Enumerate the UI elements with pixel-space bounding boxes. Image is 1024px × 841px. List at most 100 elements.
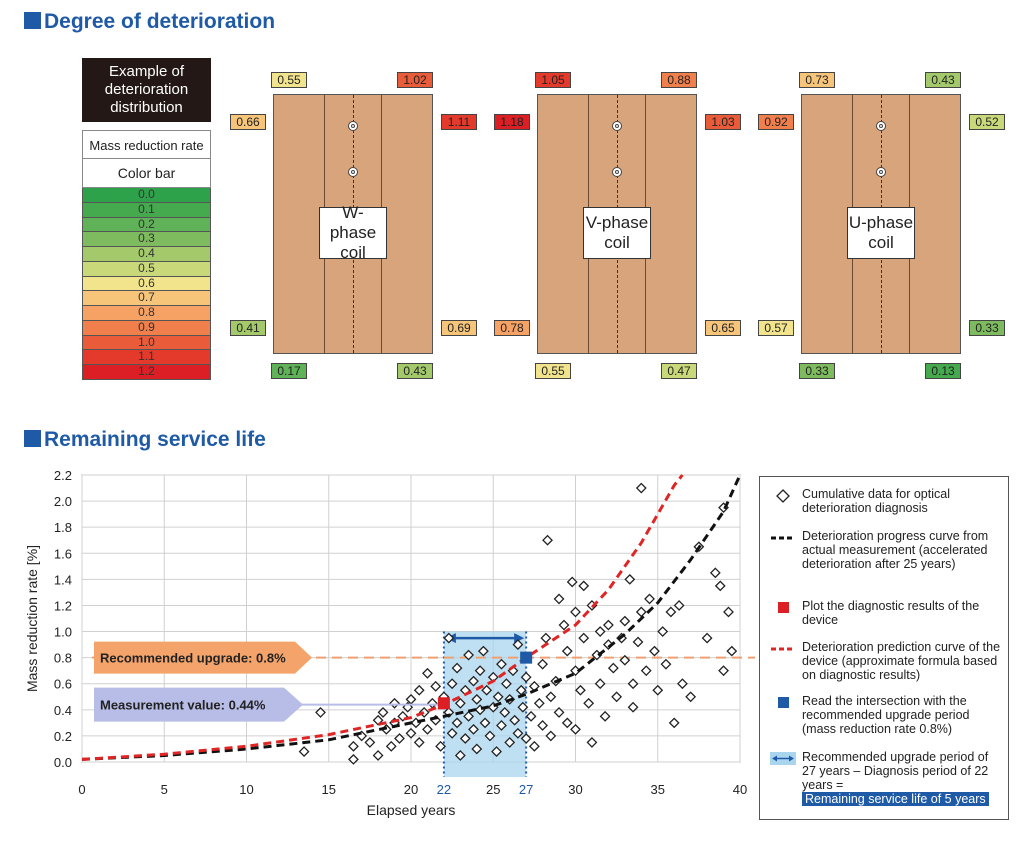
red-square-icon <box>770 601 796 615</box>
data-point <box>660 658 672 670</box>
data-point <box>528 740 540 752</box>
data-point <box>422 667 433 679</box>
measurement-value-box: 1.05 <box>535 72 571 88</box>
y-axis-label: Mass reduction rate [%] <box>24 545 40 692</box>
color-bar-level: 0.6 <box>82 276 211 292</box>
legend-text: Read the intersection with the recommend… <box>802 694 1002 736</box>
data-point <box>668 717 680 729</box>
data-point <box>537 720 549 731</box>
data-point <box>499 707 511 718</box>
color-bar-level: 0.9 <box>82 320 211 336</box>
legend-text: Deterioration progress curve from actual… <box>802 529 1002 571</box>
data-point <box>553 707 565 718</box>
data-point <box>586 737 598 748</box>
color-bar-level: 0.1 <box>82 202 211 218</box>
coil-label-line: coil <box>604 233 630 252</box>
data-point <box>512 639 524 651</box>
y-tick-label: 1.2 <box>54 598 72 613</box>
legend-text-body: Recommended upgrade period of 27 years –… <box>802 750 989 792</box>
intersection-point <box>520 651 533 664</box>
measurement-value-box: 0.17 <box>271 363 307 379</box>
data-point <box>496 720 507 731</box>
data-point <box>512 727 524 739</box>
data-point <box>477 645 489 657</box>
data-point <box>673 600 685 611</box>
measurement-value-box: 1.18 <box>494 114 530 130</box>
y-tick-label: 1.0 <box>54 625 72 640</box>
measurement-value-box: 1.11 <box>441 114 477 130</box>
data-point <box>607 662 619 674</box>
data-point <box>652 684 664 696</box>
data-point <box>627 678 639 690</box>
color-bar-level: 1.2 <box>82 364 211 380</box>
measurement-value-box: 0.43 <box>397 363 433 379</box>
data-point <box>723 606 734 618</box>
data-point <box>496 658 507 670</box>
data-point <box>446 727 458 739</box>
x-tick-label: 22 <box>437 782 451 797</box>
data-point <box>463 649 474 661</box>
x-tick-label: 40 <box>733 782 747 797</box>
square-bullet-icon <box>24 430 41 447</box>
data-point <box>504 737 516 748</box>
data-point <box>575 684 586 696</box>
data-point <box>540 632 552 644</box>
data-point <box>602 619 614 631</box>
data-point <box>624 573 636 585</box>
data-point <box>517 701 529 713</box>
data-point <box>394 733 405 744</box>
data-point <box>619 654 631 666</box>
data-point <box>701 632 713 644</box>
coil-label-line: coil <box>340 243 366 262</box>
data-point <box>377 707 389 718</box>
measurement-value-box: 0.33 <box>799 363 835 379</box>
data-point <box>726 645 738 657</box>
data-point <box>509 714 521 726</box>
chart-legend: Cumulative data for optical deterioratio… <box>759 476 1009 820</box>
coil-label-line: coil <box>868 233 894 252</box>
measurement-value-box: 1.02 <box>397 72 433 88</box>
color-bar-level: 0.8 <box>82 305 211 321</box>
legend-text: Recommended upgrade period of 27 years –… <box>802 750 1002 806</box>
legend-text: Cumulative data for optical deterioratio… <box>802 487 1002 515</box>
color-bar-level: 0.5 <box>82 261 211 277</box>
data-point <box>413 737 425 748</box>
data-point <box>545 691 557 703</box>
measurement-value-box: 0.41 <box>230 320 266 336</box>
data-point <box>611 691 623 703</box>
color-bar-level: 0.0 <box>82 187 211 203</box>
data-point <box>570 723 581 735</box>
color-bar-title: Example of deterioration distribution <box>82 58 211 122</box>
data-point <box>451 662 463 674</box>
data-point <box>413 684 425 696</box>
legend-text-body: Deterioration progress curve from actual… <box>802 529 989 571</box>
legend-text: Plot the diagnostic results of the devic… <box>802 599 1002 627</box>
blue-square-icon <box>770 696 796 710</box>
data-point <box>640 665 652 677</box>
data-point <box>385 740 397 752</box>
data-point <box>315 707 326 718</box>
data-point <box>451 717 463 729</box>
measurement-value-box: 0.78 <box>494 320 530 336</box>
data-point <box>644 593 655 605</box>
legend-text-body: Read the intersection with the recommend… <box>802 694 970 736</box>
x-tick-label: 35 <box>651 782 665 797</box>
terminal-icon <box>876 167 886 177</box>
data-point <box>553 593 565 605</box>
data-point <box>665 606 677 618</box>
data-point <box>402 701 414 713</box>
data-point <box>372 714 384 726</box>
data-point <box>484 730 496 742</box>
terminal-icon <box>348 121 358 131</box>
coil-label: W-phase coil <box>319 203 387 262</box>
y-tick-label: 0.6 <box>54 677 72 692</box>
data-point <box>435 740 447 752</box>
measurement-value-box: 0.57 <box>758 320 794 336</box>
data-point <box>714 580 726 592</box>
x-tick-label: 27 <box>519 782 533 797</box>
data-point <box>570 606 581 618</box>
measurement-value-box: 0.55 <box>271 72 307 88</box>
y-tick-label: 1.6 <box>54 546 72 561</box>
recommended-upgrade-label: Recommended upgrade: 0.8% <box>100 651 286 666</box>
measurement-value-box: 0.66 <box>230 114 266 130</box>
